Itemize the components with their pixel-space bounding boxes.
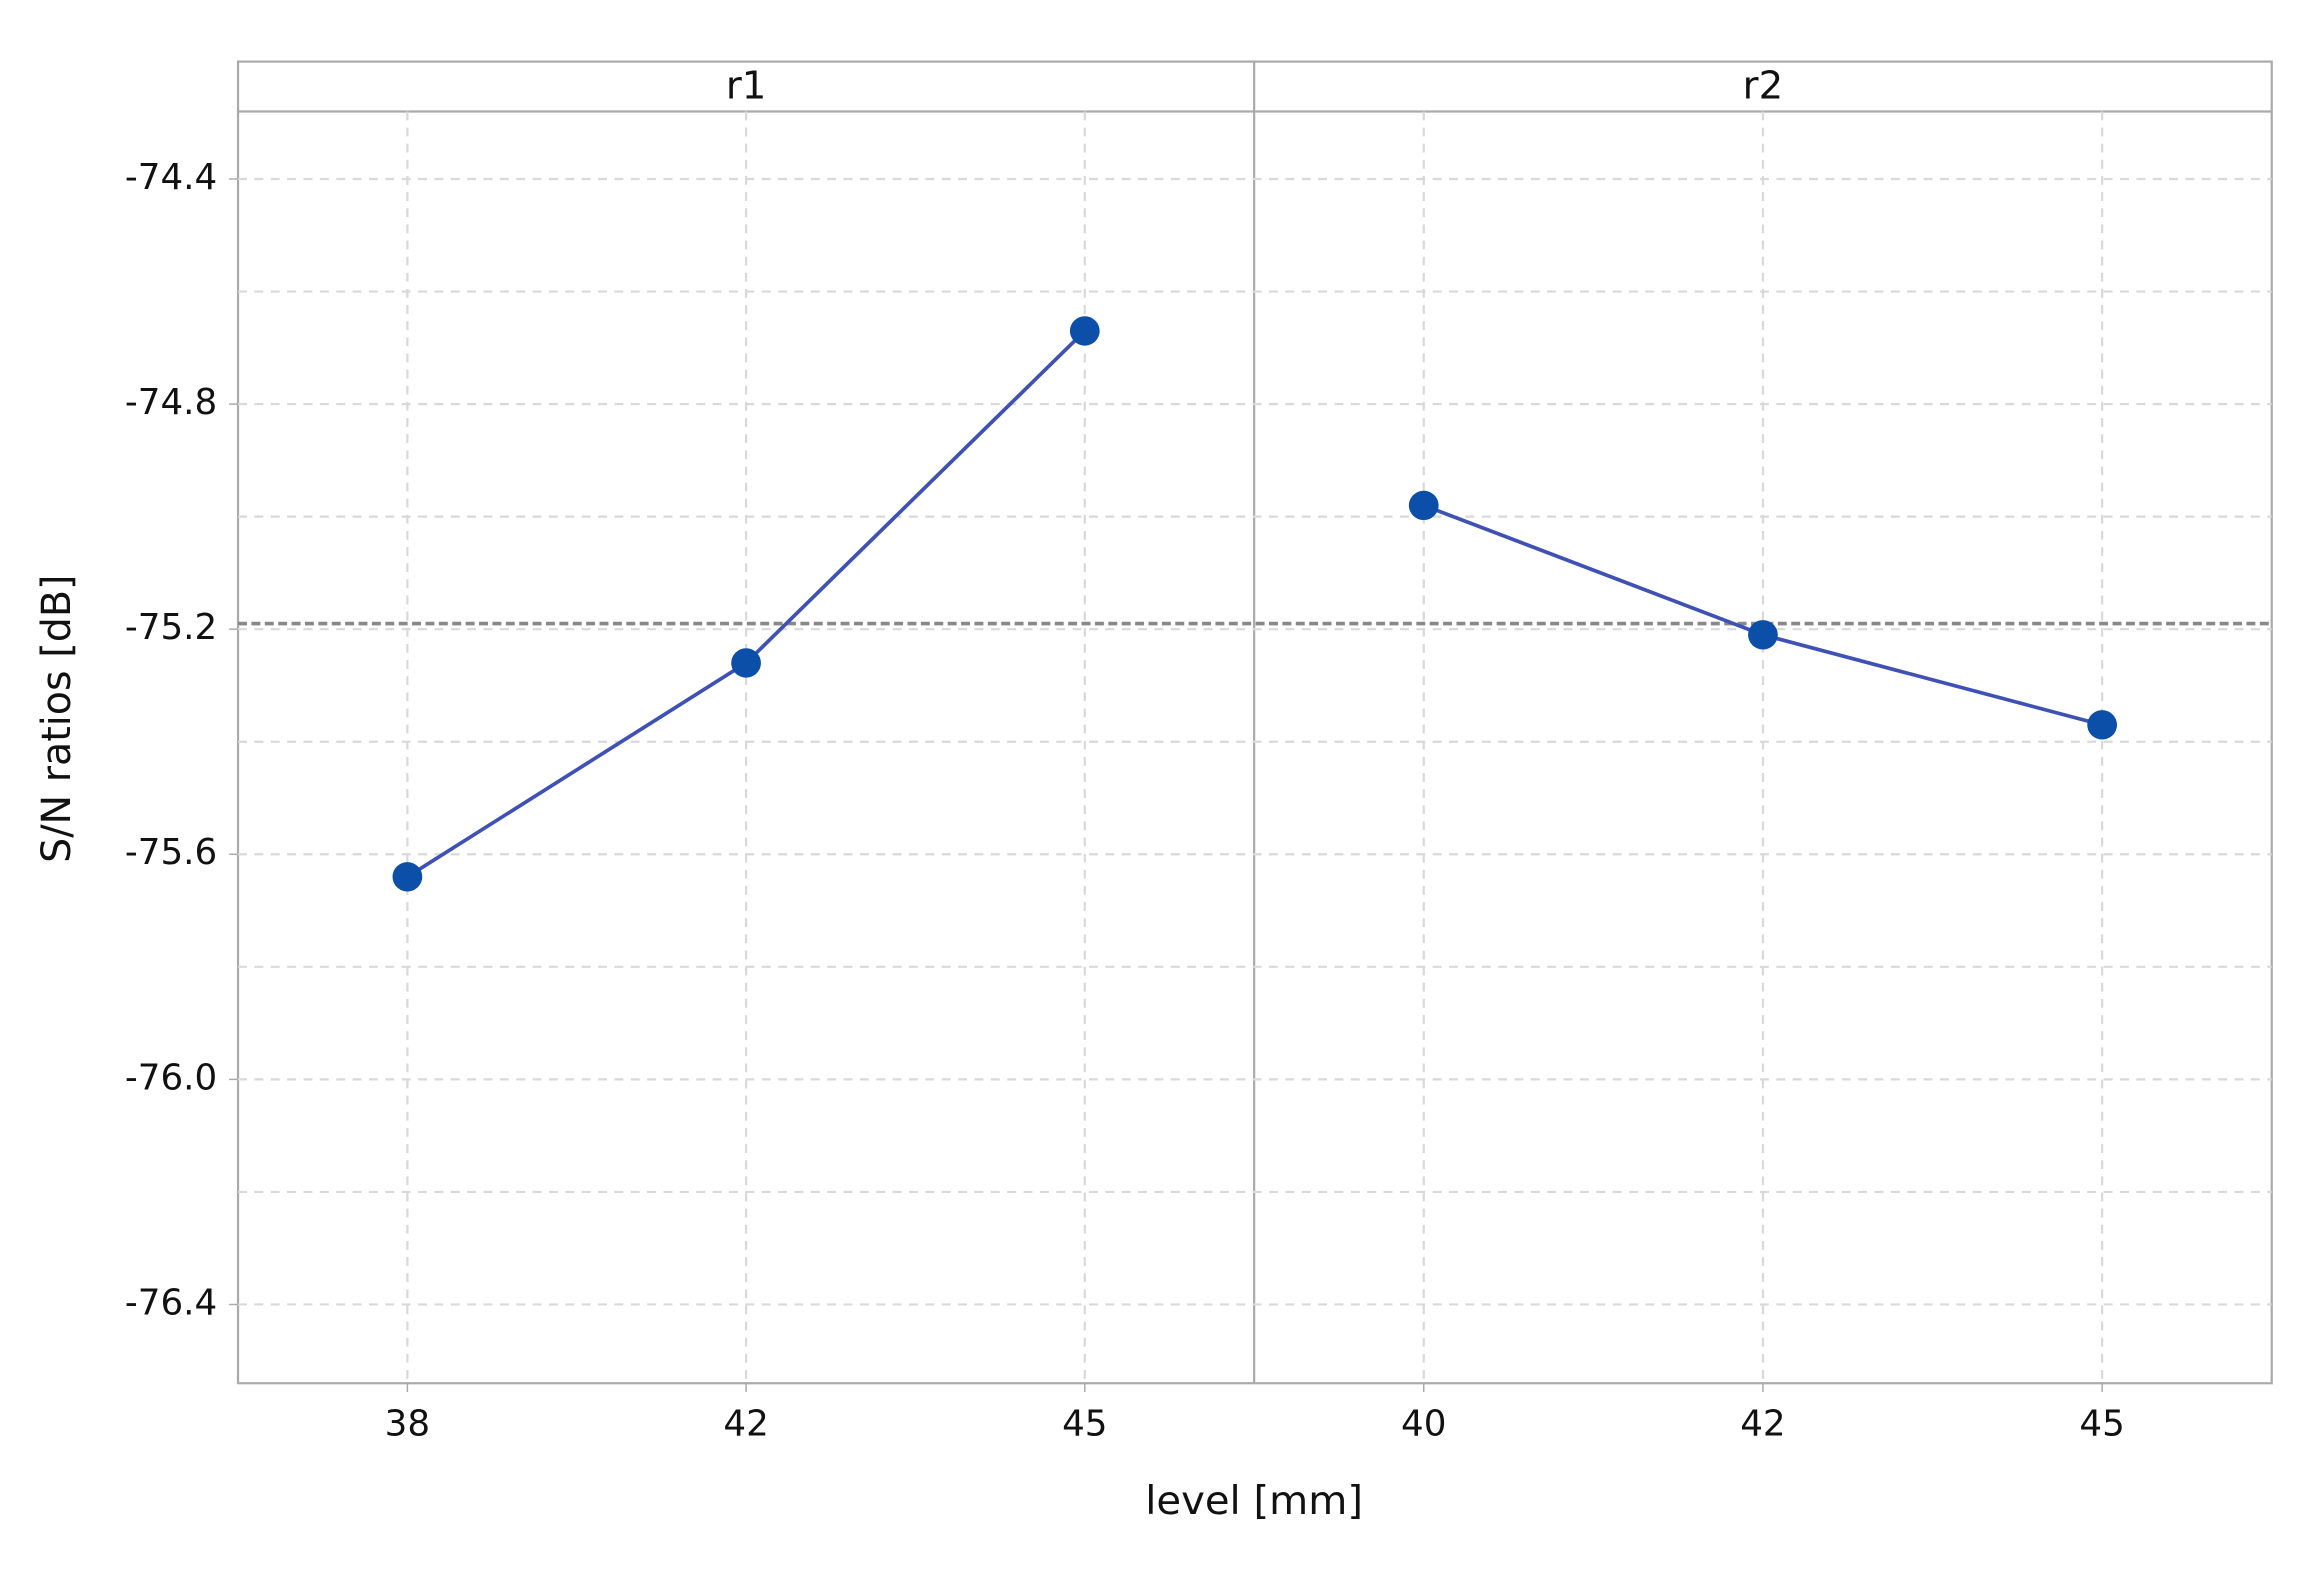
y-tick-label: -75.6 (125, 832, 217, 873)
y-axis-title: S/N ratios [dB] (34, 575, 80, 863)
y-tick-label: -76.0 (125, 1058, 217, 1099)
y-tick-label: -75.2 (125, 607, 217, 648)
y-tick-label: -74.4 (125, 157, 217, 198)
x-tick-label: 40 (1401, 1404, 1446, 1445)
x-tick-label: 45 (2079, 1404, 2124, 1445)
marker (1748, 620, 1778, 650)
x-tick-label: 38 (385, 1404, 430, 1445)
marker (1408, 490, 1439, 521)
marker (392, 862, 423, 892)
panel-title: r1 (726, 64, 767, 109)
y-tick-label: -74.8 (125, 382, 217, 423)
marker (731, 648, 761, 678)
marker (2087, 710, 2118, 740)
x-tick-label: 42 (723, 1404, 768, 1445)
x-tick-label: 42 (1740, 1404, 1785, 1445)
marker (1069, 316, 1100, 346)
y-tick-label: -76.4 (125, 1283, 217, 1324)
panel-title: r2 (1743, 64, 1784, 109)
x-axis-title: level [mm] (1145, 1478, 1363, 1524)
x-tick-label: 45 (1062, 1404, 1107, 1445)
